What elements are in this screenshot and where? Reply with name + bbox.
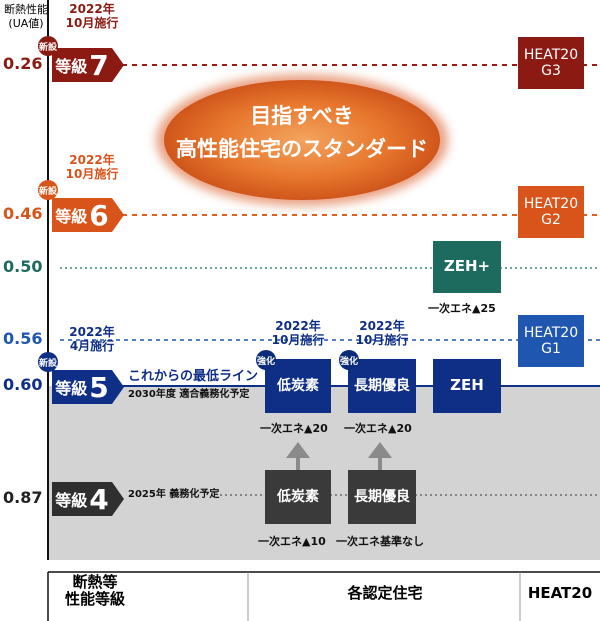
grade5-label: 等級 [55, 379, 88, 398]
heat20-g3-box: HEAT20 G3 [518, 37, 584, 89]
category-grade: 断熱等 性能等級 [64, 573, 125, 609]
grade6-new-badge: 新設 [38, 180, 58, 200]
longterm-kyoka-badge: 強化 [339, 350, 359, 370]
grade7-date: 2022年 10月施行 [65, 2, 119, 30]
ua-label-026: 0.26 [3, 54, 43, 73]
grade6-badge: 等級 6 [52, 198, 112, 232]
grade5-new-badge: 新設 [38, 352, 58, 372]
category-certified: 各認定住宅 [347, 584, 423, 602]
grade7-badge: 等級 7 [52, 48, 112, 82]
ua-label-060: 0.60 [3, 375, 43, 394]
lowcarbon-kyoka-badge: 強化 [256, 350, 276, 370]
grade7-number: 7 [89, 48, 109, 82]
longterm-new-date: 2022年 10月施行 [355, 319, 409, 347]
longterm-new-box: 長期優良 [348, 359, 416, 413]
grade7-new-badge: 新設 [38, 36, 58, 56]
longterm-old-note: 一次エネ基準なし [336, 535, 424, 548]
grade5-number: 5 [89, 370, 109, 404]
ua-label-046: 0.46 [3, 204, 43, 223]
lowcarbon-old-box: 低炭素 [265, 470, 331, 524]
lowcarbon-new-note: 一次エネ▲20 [260, 422, 328, 435]
target-label: 目指すべき 高性能住宅のスタンダード [176, 104, 428, 161]
ua-label-050: 0.50 [3, 257, 43, 276]
grade4-label: 等級 [55, 491, 88, 510]
grade6-number: 6 [89, 198, 109, 232]
category-heat20: HEAT20 [527, 584, 593, 602]
grade5-badge: 等級 5 [52, 370, 112, 404]
up-arrow-1 [286, 442, 310, 470]
y-axis-title: 断熱性能 (UA値) [4, 3, 48, 31]
lowcarbon-new-box: 低炭素 [265, 359, 331, 413]
grade6-date: 2022年 10月施行 [65, 153, 119, 181]
grade4-note: 2025年 義務化予定 [128, 489, 220, 500]
target-oval [164, 80, 440, 200]
grade7-arrow [112, 48, 124, 82]
ua-label-056: 0.56 [3, 329, 43, 348]
lowcarbon-new-date: 2022年 10月施行 [271, 319, 325, 347]
grade7-label: 等級 [55, 57, 88, 76]
grade4-badge: 等級 4 [52, 482, 112, 516]
baseline-sub: 2030年度 適合義務化予定 [128, 389, 250, 400]
zeh-plus-box: ZEH+ [433, 241, 501, 293]
grade4-number: 4 [89, 482, 109, 516]
heat20-g2-box: HEAT20 G2 [518, 186, 584, 238]
zeh-plus-note: 一次エネ▲25 [428, 302, 496, 315]
heat20-g1-box: HEAT20 G1 [518, 315, 584, 367]
lowcarbon-old-note: 一次エネ▲10 [258, 535, 326, 548]
ua-label-087: 0.87 [3, 488, 43, 507]
grade6-arrow [112, 198, 124, 232]
baseline-label: これからの最低ライン [128, 369, 259, 384]
grade5-arrow [112, 370, 124, 404]
longterm-old-box: 長期優良 [348, 470, 416, 524]
longterm-new-note: 一次エネ▲20 [344, 422, 412, 435]
grade6-label: 等級 [55, 207, 88, 226]
grade4-arrow [112, 482, 124, 516]
zeh-box: ZEH [433, 359, 501, 413]
grade5-date: 2022年 4月施行 [69, 325, 115, 353]
up-arrow-2 [368, 442, 392, 470]
